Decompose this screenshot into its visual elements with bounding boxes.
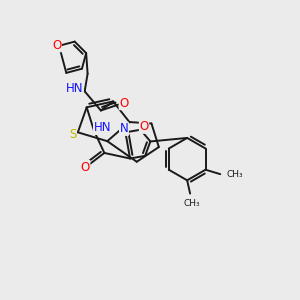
Text: HN: HN — [94, 122, 111, 134]
Text: CH₃: CH₃ — [227, 169, 243, 178]
Text: HN: HN — [66, 82, 83, 95]
Text: O: O — [140, 120, 149, 133]
Text: CH₃: CH₃ — [183, 200, 200, 208]
Text: O: O — [119, 97, 128, 110]
Text: S: S — [69, 128, 76, 141]
Text: N: N — [120, 122, 128, 135]
Text: O: O — [52, 39, 61, 52]
Text: O: O — [81, 160, 90, 174]
